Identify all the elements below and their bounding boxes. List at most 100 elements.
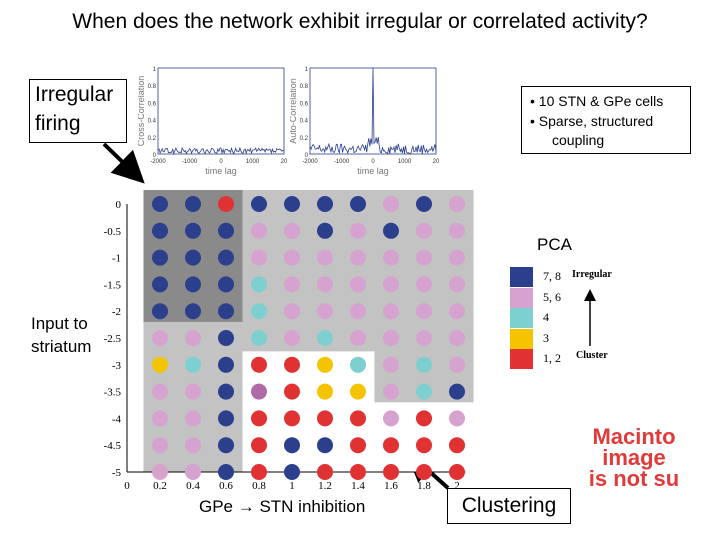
data-point-R <box>383 437 399 454</box>
data-point-B <box>218 303 234 320</box>
data-point-Y <box>317 356 333 373</box>
plot-ytick: 0.2 <box>300 136 309 142</box>
data-point-B <box>218 249 234 266</box>
y-tick-label: -1.5 <box>104 279 122 291</box>
data-point-P <box>416 303 432 320</box>
x-tick-label: 1.6 <box>384 480 398 492</box>
data-point-P <box>317 303 333 320</box>
plot-xtick: 0 <box>371 159 375 165</box>
x-tick-label: 1.4 <box>351 480 365 492</box>
data-point-P <box>185 410 201 427</box>
legend-label: 3 <box>543 330 549 345</box>
data-point-P <box>383 383 399 400</box>
plot-frame <box>157 67 285 155</box>
y-tick-label: -0.5 <box>104 226 122 238</box>
legend-irregular-label: Irregular <box>572 269 612 280</box>
data-point-B <box>284 196 300 212</box>
data-point-P <box>350 222 366 239</box>
data-point-B <box>152 249 168 266</box>
legend-item: 7, 8 <box>510 267 610 287</box>
info-box: • 10 STN & GPe cells • Sparse, structure… <box>521 86 691 154</box>
data-point-R <box>449 464 465 480</box>
data-point-P <box>185 437 201 454</box>
data-point-P <box>284 330 300 346</box>
data-point-B <box>284 437 300 454</box>
data-point-Y <box>350 383 366 400</box>
legend-swatch <box>510 308 533 328</box>
data-point-B <box>317 222 333 239</box>
data-point-C <box>350 356 366 373</box>
plot-xtick: 1000 <box>246 159 260 165</box>
plot-xlabel: time lag <box>357 166 389 176</box>
slide-title: When does the network exhibit irregular … <box>72 10 648 33</box>
data-point-B <box>218 330 234 346</box>
y-axis-label: Input to striatum <box>31 312 91 358</box>
data-point-P <box>317 249 333 266</box>
clustering-box: Clustering <box>447 488 571 524</box>
data-point-P <box>284 222 300 239</box>
data-point-R <box>350 437 366 454</box>
data-point-P <box>152 330 168 346</box>
data-point-B <box>185 222 201 239</box>
data-point-B <box>218 383 234 400</box>
data-point-B <box>218 222 234 239</box>
data-point-P <box>383 330 399 346</box>
data-point-B <box>251 196 267 212</box>
plot-ytick: 0 <box>153 153 157 159</box>
legend-item: 3 <box>510 328 610 349</box>
data-point-P <box>416 222 432 239</box>
plot-ytick: 1 <box>305 67 309 73</box>
y-axis-label-line2: striatum <box>31 337 92 356</box>
x-tick-label: 1 <box>289 480 295 492</box>
legend-swatch <box>510 328 533 349</box>
correlation-trace <box>309 67 437 155</box>
data-point-P <box>383 410 399 427</box>
data-point-P <box>350 303 366 320</box>
plot-xlabel: time lag <box>205 166 237 176</box>
x-tick-label: 1.2 <box>318 480 332 492</box>
legend-swatch <box>510 267 533 287</box>
legend-swatch <box>510 349 533 369</box>
data-point-C <box>251 303 267 320</box>
data-point-P <box>449 249 465 266</box>
data-point-P <box>251 222 267 239</box>
data-point-B <box>416 196 432 212</box>
data-point-R <box>416 464 432 480</box>
legend-item: 4 <box>510 308 610 328</box>
data-point-P <box>152 410 168 427</box>
y-tick-label: -1 <box>112 253 121 265</box>
data-point-B <box>383 222 399 239</box>
mac-line-2: image <box>602 445 666 470</box>
data-point-R <box>416 410 432 427</box>
irregular-arrow <box>102 142 145 184</box>
data-point-C <box>185 356 201 373</box>
missing-image-placeholder: Macinto image is not su <box>572 424 696 491</box>
data-point-R <box>350 410 366 427</box>
data-point-P <box>350 249 366 266</box>
data-point-R <box>350 464 366 480</box>
data-point-R <box>251 410 267 427</box>
plot-xtick: -2000 <box>302 159 318 165</box>
data-point-P <box>185 464 201 480</box>
plot-xtick: 20 <box>433 159 440 165</box>
data-point-C <box>416 356 432 373</box>
plot-ytick: 0.2 <box>148 136 157 142</box>
mac-line-1: Macinto <box>592 424 676 449</box>
data-point-B <box>185 196 201 212</box>
y-tick-label: -4 <box>112 413 122 425</box>
irregular-firing-box: Irregular firing <box>29 79 127 143</box>
data-point-Y <box>317 383 333 400</box>
data-point-P <box>383 303 399 320</box>
data-point-P <box>449 196 465 212</box>
data-point-P <box>251 249 267 266</box>
data-point-C <box>251 276 267 293</box>
data-point-B <box>152 222 168 239</box>
mac-line-3: is not su <box>588 466 680 491</box>
plot-xtick: 0 <box>219 159 223 165</box>
plot-xtick: -1000 <box>334 159 350 165</box>
data-point-P <box>449 222 465 239</box>
data-point-B <box>152 303 168 320</box>
x-tick-label: 0.2 <box>153 480 167 492</box>
data-point-P <box>350 330 366 346</box>
data-point-R <box>251 464 267 480</box>
